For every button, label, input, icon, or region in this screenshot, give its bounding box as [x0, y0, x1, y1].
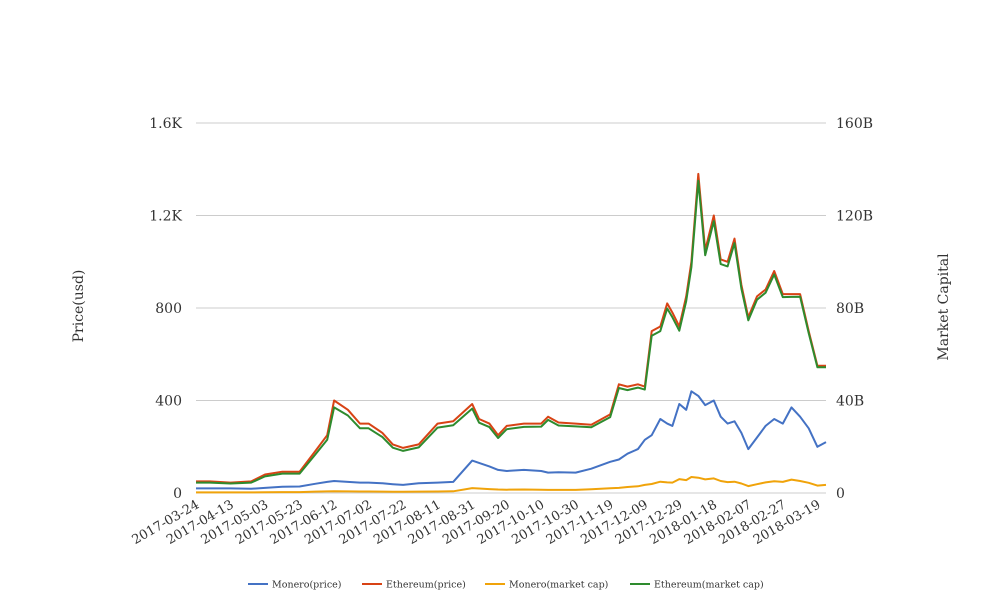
legend-label: Monero(market cap) [509, 580, 608, 591]
legend-label: Monero(price) [272, 580, 341, 591]
y-tick-label: 0 [173, 486, 182, 502]
y-tick-label: 800 [155, 301, 182, 317]
y2-tick-label: 160B [836, 116, 873, 132]
y2-tick-label: 120B [836, 209, 873, 225]
y2-tick-label: 0 [836, 486, 845, 502]
y-axis-title: Price(usd) [71, 270, 87, 343]
series-line-ethereum-price- [196, 172, 826, 484]
y-tick-label: 1.6K [149, 116, 182, 132]
y2-tick-label: 80B [836, 301, 864, 317]
y2-axis-title: Market Capital [936, 253, 952, 361]
series-line-monero-market-cap- [196, 476, 827, 494]
y-tick-label: 400 [155, 394, 182, 410]
legend-label: Ethereum(price) [386, 580, 466, 591]
legend-label: Ethereum(market cap) [654, 580, 764, 591]
series-line-ethereum-market-cap- [196, 179, 826, 485]
y-tick-label: 1.2K [149, 209, 182, 225]
series-line-monero-price- [196, 390, 827, 490]
y2-tick-label: 40B [836, 394, 864, 410]
